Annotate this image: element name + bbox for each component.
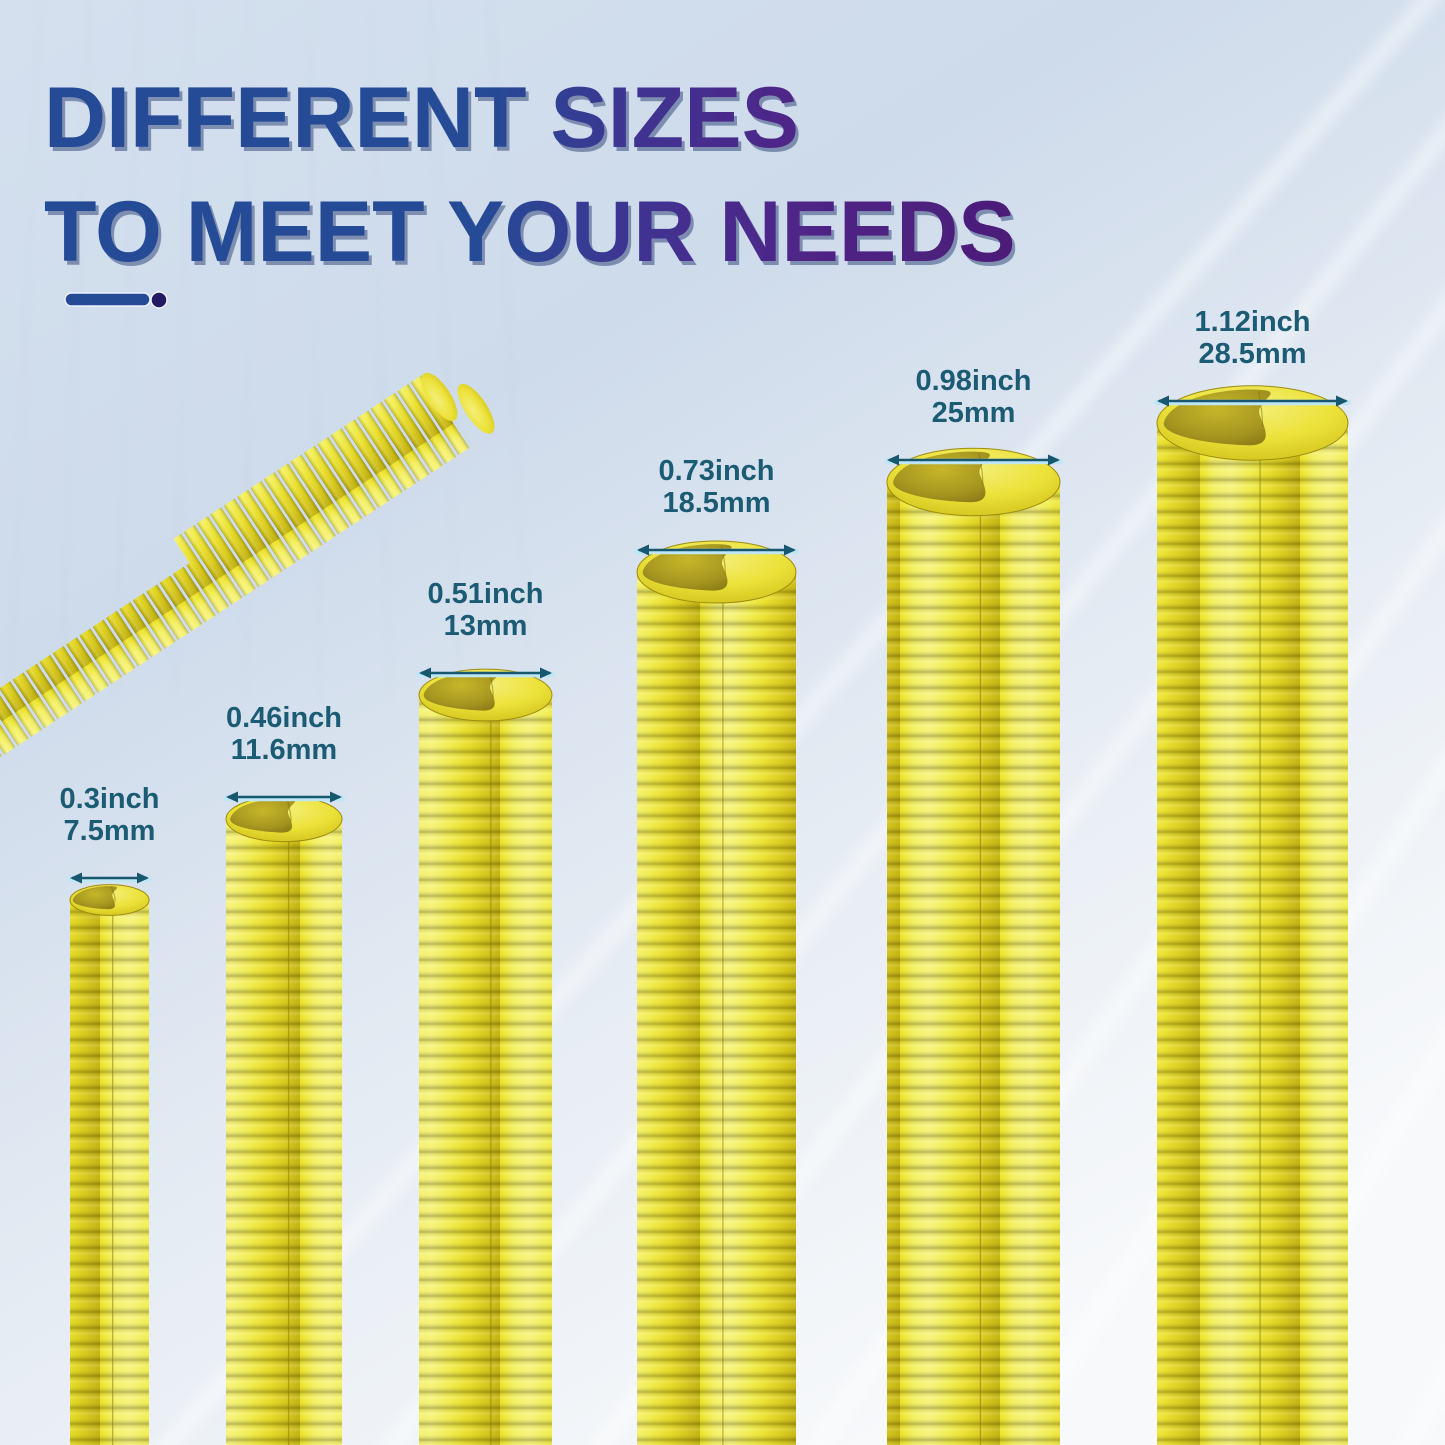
- svg-text:18.5mm: 18.5mm: [662, 487, 770, 519]
- svg-text:0.3inch: 0.3inch: [60, 783, 160, 815]
- svg-text:DIFFERENT SIZES: DIFFERENT SIZES: [44, 70, 799, 166]
- svg-text:25mm: 25mm: [932, 397, 1016, 429]
- svg-text:11.6mm: 11.6mm: [231, 734, 337, 766]
- svg-text:0.73inch: 0.73inch: [658, 455, 774, 487]
- svg-text:28.5mm: 28.5mm: [1198, 338, 1306, 370]
- svg-text:0.51inch: 0.51inch: [427, 578, 543, 610]
- svg-text:13mm: 13mm: [444, 610, 528, 642]
- svg-text:TO MEET YOUR NEEDS: TO MEET YOUR NEEDS: [44, 184, 1016, 280]
- svg-text:7.5mm: 7.5mm: [64, 815, 156, 847]
- svg-text:0.98inch: 0.98inch: [915, 365, 1031, 397]
- svg-text:0.46inch: 0.46inch: [226, 702, 342, 734]
- svg-text:1.12inch: 1.12inch: [1194, 306, 1310, 338]
